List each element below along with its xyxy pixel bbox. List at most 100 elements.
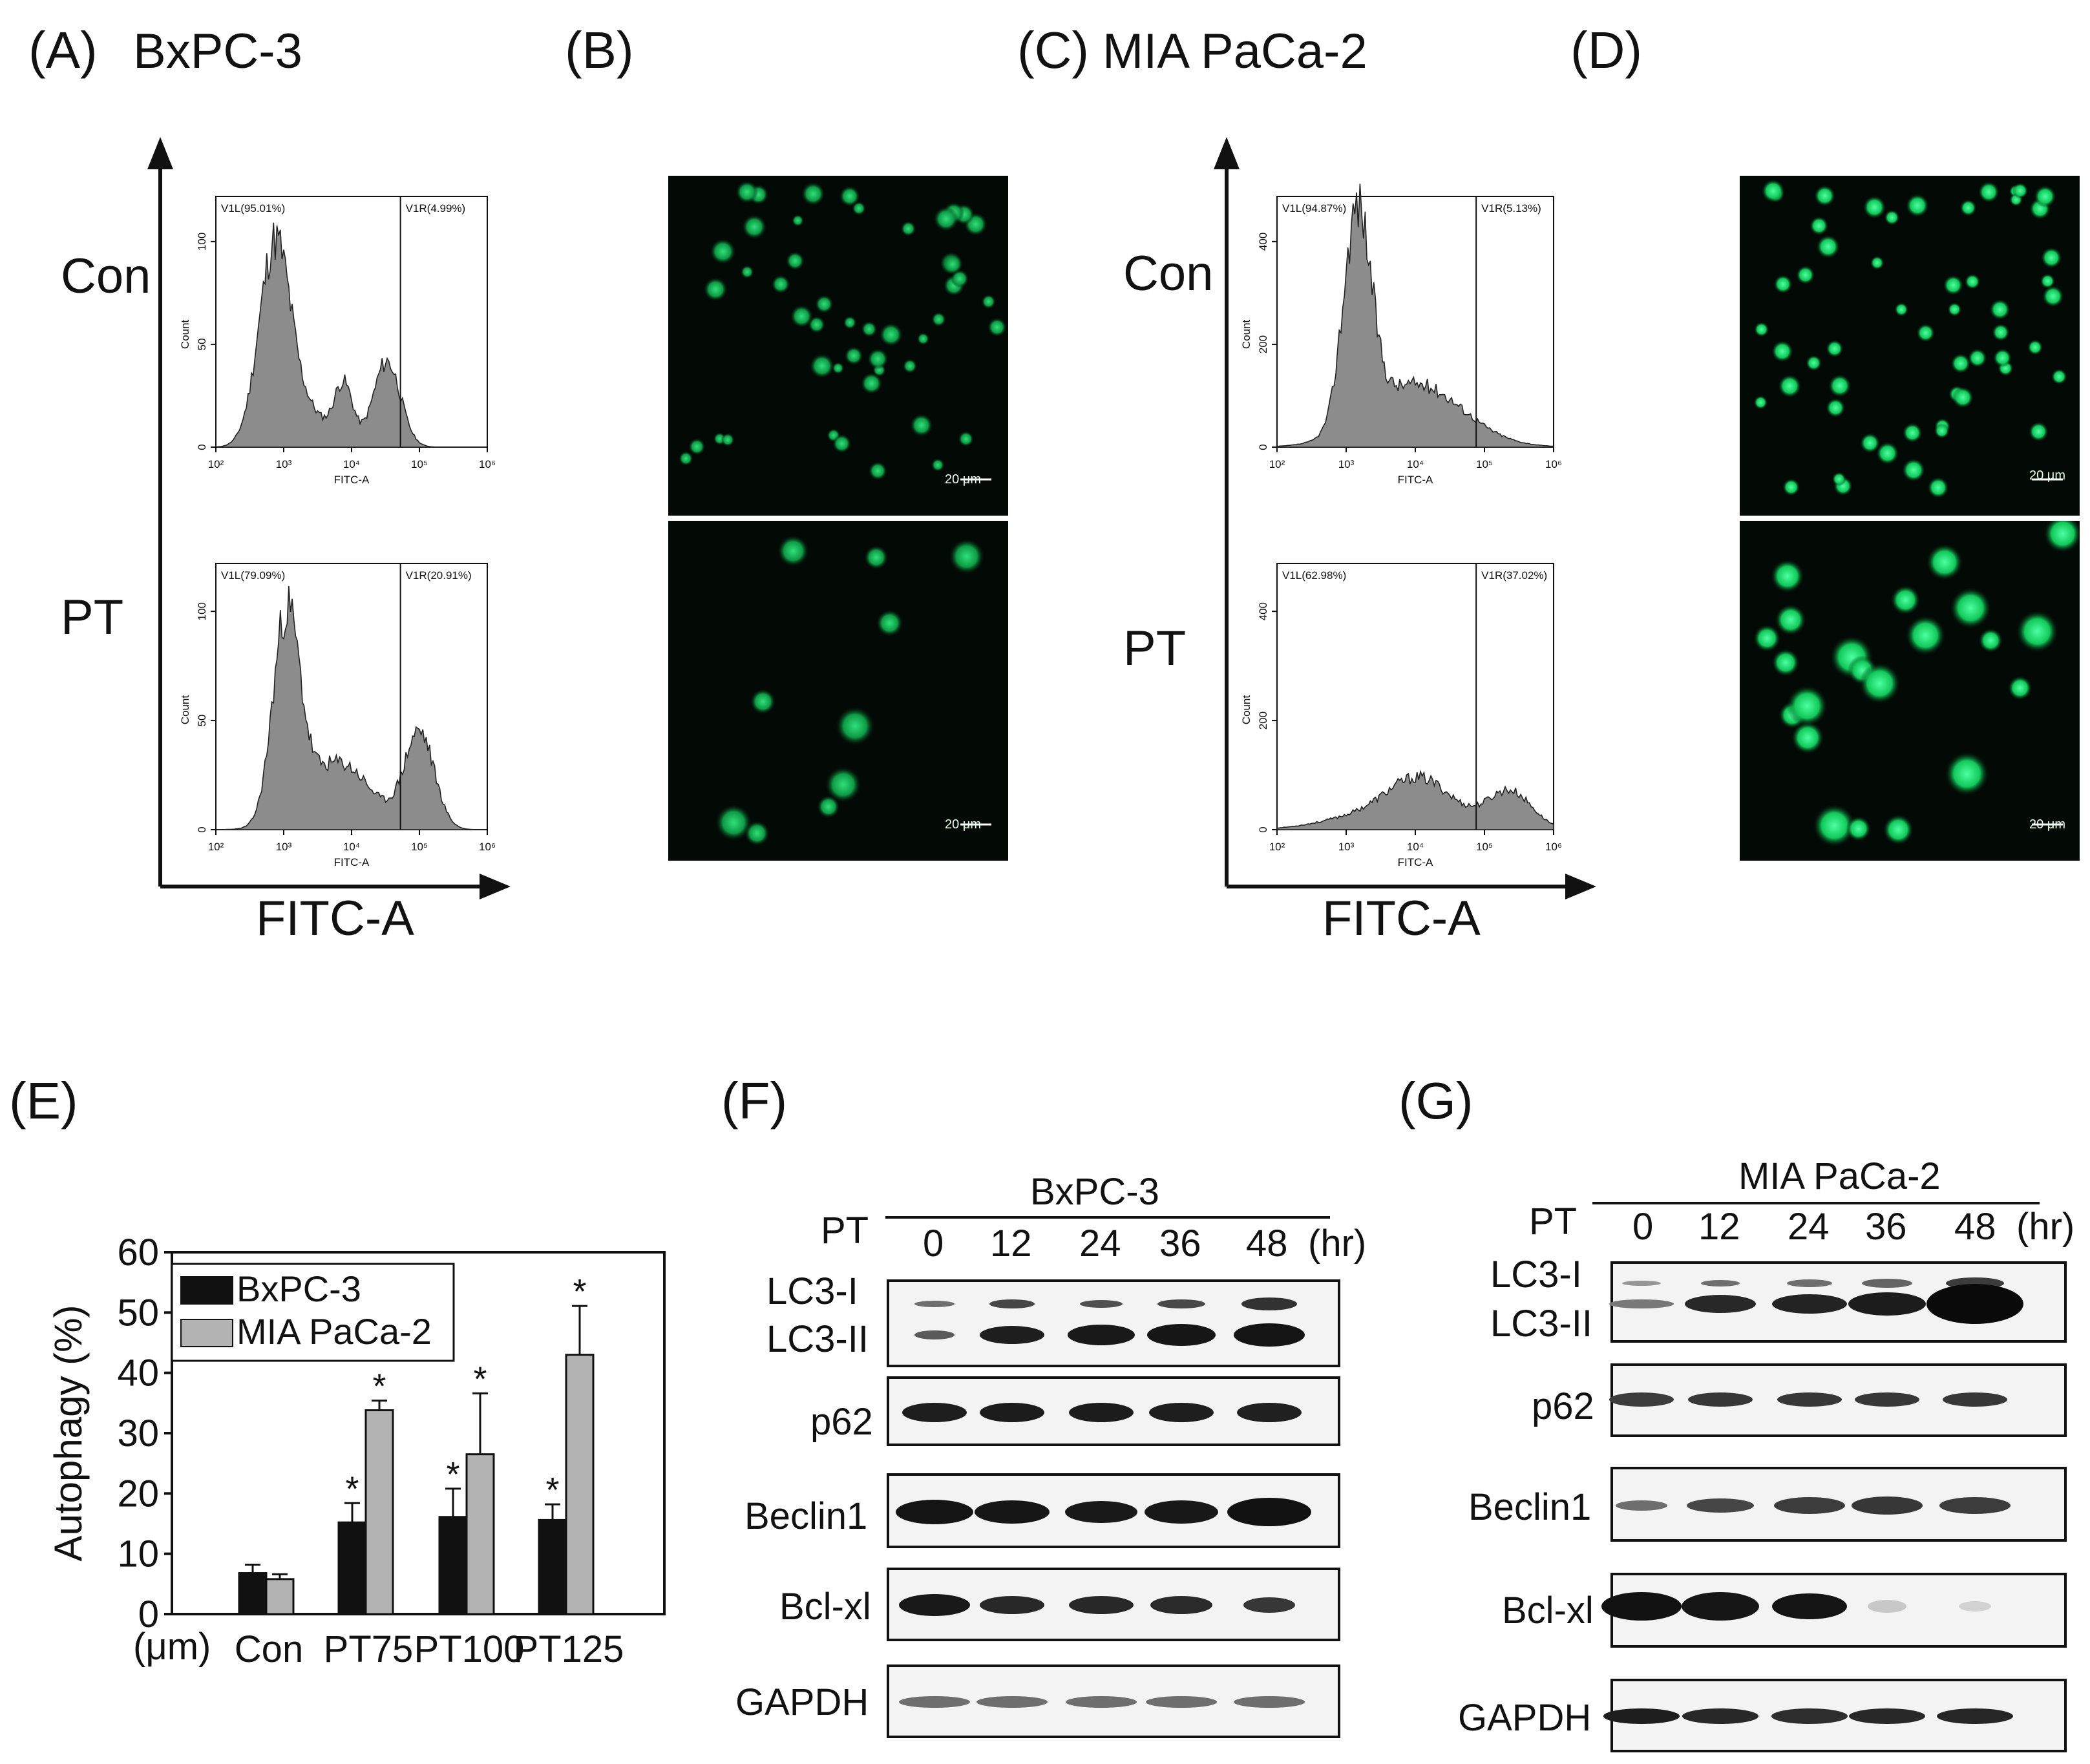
band-bclxl (1682, 1592, 1759, 1621)
x-axis-title: FITC-A (1398, 474, 1433, 486)
fluorescent-cell (1806, 355, 1822, 371)
western-f-cell-line: BxPC-3 (1030, 1171, 1159, 1213)
y-tick-label: 40 (117, 1352, 159, 1394)
band-bclxl (980, 1596, 1044, 1614)
fluorescent-cell (869, 461, 887, 480)
x-tick-label: 10³ (1338, 458, 1355, 470)
fluorescent-cell (2012, 182, 2029, 199)
western-f-unit: (hr) (1308, 1223, 1367, 1265)
band-lc3-ii (1926, 1284, 2023, 1324)
fluorescent-cell (1826, 340, 1844, 357)
western-f-label-gapdh: GAPDH (735, 1681, 869, 1723)
fluorescent-cell (852, 202, 866, 215)
fluorescent-cell (1753, 625, 1780, 652)
fluorescent-cell (815, 295, 834, 313)
y-tick-label: 0 (1257, 826, 1269, 832)
flow-a-row-pt: PT (61, 590, 124, 645)
y-axis-title: Count (179, 695, 191, 725)
fluorescent-cell (1876, 442, 1899, 465)
fluorescent-cell (1903, 423, 1923, 443)
x-tick-label: 10² (1269, 458, 1285, 470)
blot-f-lc3 (887, 1279, 1340, 1367)
x-tick-label: 10⁶ (1545, 841, 1562, 853)
western-f-time-24: 24 (1079, 1223, 1121, 1265)
gate-right-label: V1R(5.13%) (1481, 202, 1541, 215)
fluorescent-cell (910, 414, 933, 437)
panel-label-d: (D) (1570, 21, 1643, 79)
fluorescent-cell (1952, 386, 1974, 408)
x-tick-label: 10⁵ (1476, 841, 1493, 853)
histogram-area (1276, 184, 1554, 448)
band-lc3-i (1787, 1279, 1832, 1287)
fluorescent-cell (843, 316, 857, 330)
band-beclin1 (1145, 1500, 1218, 1524)
y-tick-label: 50 (117, 1292, 159, 1334)
fluorescent-cell (1860, 433, 1880, 453)
fluorescent-cell (1870, 256, 1884, 270)
histogram-area (215, 585, 487, 830)
band-lc3-ii (1609, 1299, 1674, 1308)
gate-right-label: V1R(4.99%) (406, 202, 466, 215)
micrograph-d-pt: 20 μm (1740, 521, 2080, 861)
fluorescent-cell (1754, 322, 1769, 337)
fluorescent-cell (1831, 472, 1846, 487)
band-bclxl (1959, 1601, 1991, 1612)
band-p62 (1688, 1392, 1753, 1407)
fluorescent-cell (1906, 194, 1929, 217)
fluorescent-cell (1916, 324, 1935, 342)
histogram-a-pt: V1L(79.09%) V1R(20.91%) 10² 10³ 10⁴ 10⁵ 10⁶ FIT… (179, 563, 496, 868)
fluorescent-cell (1791, 721, 1824, 754)
flow-c-axis-label: FITC-A (1322, 891, 1481, 946)
y-tick-label: 10 (117, 1533, 159, 1575)
western-g-time-0: 0 (1632, 1206, 1654, 1248)
micrograph-b-con: 20 μm (668, 176, 1008, 516)
fluorescent-cell (750, 689, 776, 715)
fluorescent-cell (1859, 663, 1901, 704)
band-lc3-ii (1772, 1294, 1847, 1314)
gate-right-label: V1R(37.02%) (1481, 569, 1547, 582)
fluorescent-cell (844, 346, 863, 365)
fluorescent-cell (931, 312, 946, 327)
band-beclin1 (1939, 1497, 2011, 1514)
y-tick-label: 100 (196, 602, 208, 620)
gate-left-label: V1L(62.98%) (1282, 569, 1346, 582)
x-tick-label: 10⁶ (1545, 458, 1562, 470)
x-axis-title: FITC-A (334, 474, 370, 486)
band-lc3-i (1157, 1299, 1205, 1308)
band-lc3-i (914, 1301, 955, 1307)
x-tick-label: 10² (1269, 841, 1285, 853)
fluorescent-cell (1773, 275, 1793, 294)
band-lc3-i (1080, 1300, 1123, 1308)
band-beclin1 (975, 1500, 1050, 1524)
significance-mark: * (372, 1367, 386, 1406)
band-lc3-ii (1147, 1324, 1216, 1346)
fluorescent-cell (864, 545, 889, 570)
histogram-c-pt: V1L(62.98%) V1R(37.02%) 10² 10³ 10⁴ 10⁵ 10⁶ FIT… (1240, 563, 1562, 868)
fluorescent-cell (679, 451, 693, 466)
band-gapdh (1603, 1708, 1680, 1724)
bar-bxpc-3 (438, 1516, 468, 1615)
western-f-time-12: 12 (990, 1223, 1032, 1265)
fluorescent-cell (792, 215, 804, 227)
fluorescent-cell (2008, 676, 2032, 700)
fluorescent-cell (710, 238, 736, 264)
band-gapdh (1146, 1696, 1217, 1708)
fluorescent-cell (1775, 604, 1806, 636)
x-tick-label: 10⁴ (1407, 841, 1424, 853)
band-p62 (980, 1403, 1044, 1422)
significance-mark: * (446, 1455, 459, 1494)
band-p62 (1855, 1392, 1919, 1407)
chart-e-unit: (μm) (133, 1626, 211, 1668)
band-beclin1 (1227, 1498, 1311, 1526)
fluorescent-cell (808, 316, 825, 333)
western-f-time-0: 0 (923, 1223, 944, 1265)
y-tick-label: 200 (1257, 335, 1269, 353)
fluorescent-cell (917, 332, 929, 345)
fluorescent-cell (1771, 341, 1793, 362)
western-f-time-48: 48 (1246, 1223, 1288, 1265)
fluorescent-cell (933, 206, 958, 231)
band-lc3-i (1622, 1281, 1661, 1286)
fluorescent-cell (832, 434, 852, 453)
fluorescent-cell (1884, 209, 1900, 226)
fluorescent-cell (2051, 368, 2067, 385)
